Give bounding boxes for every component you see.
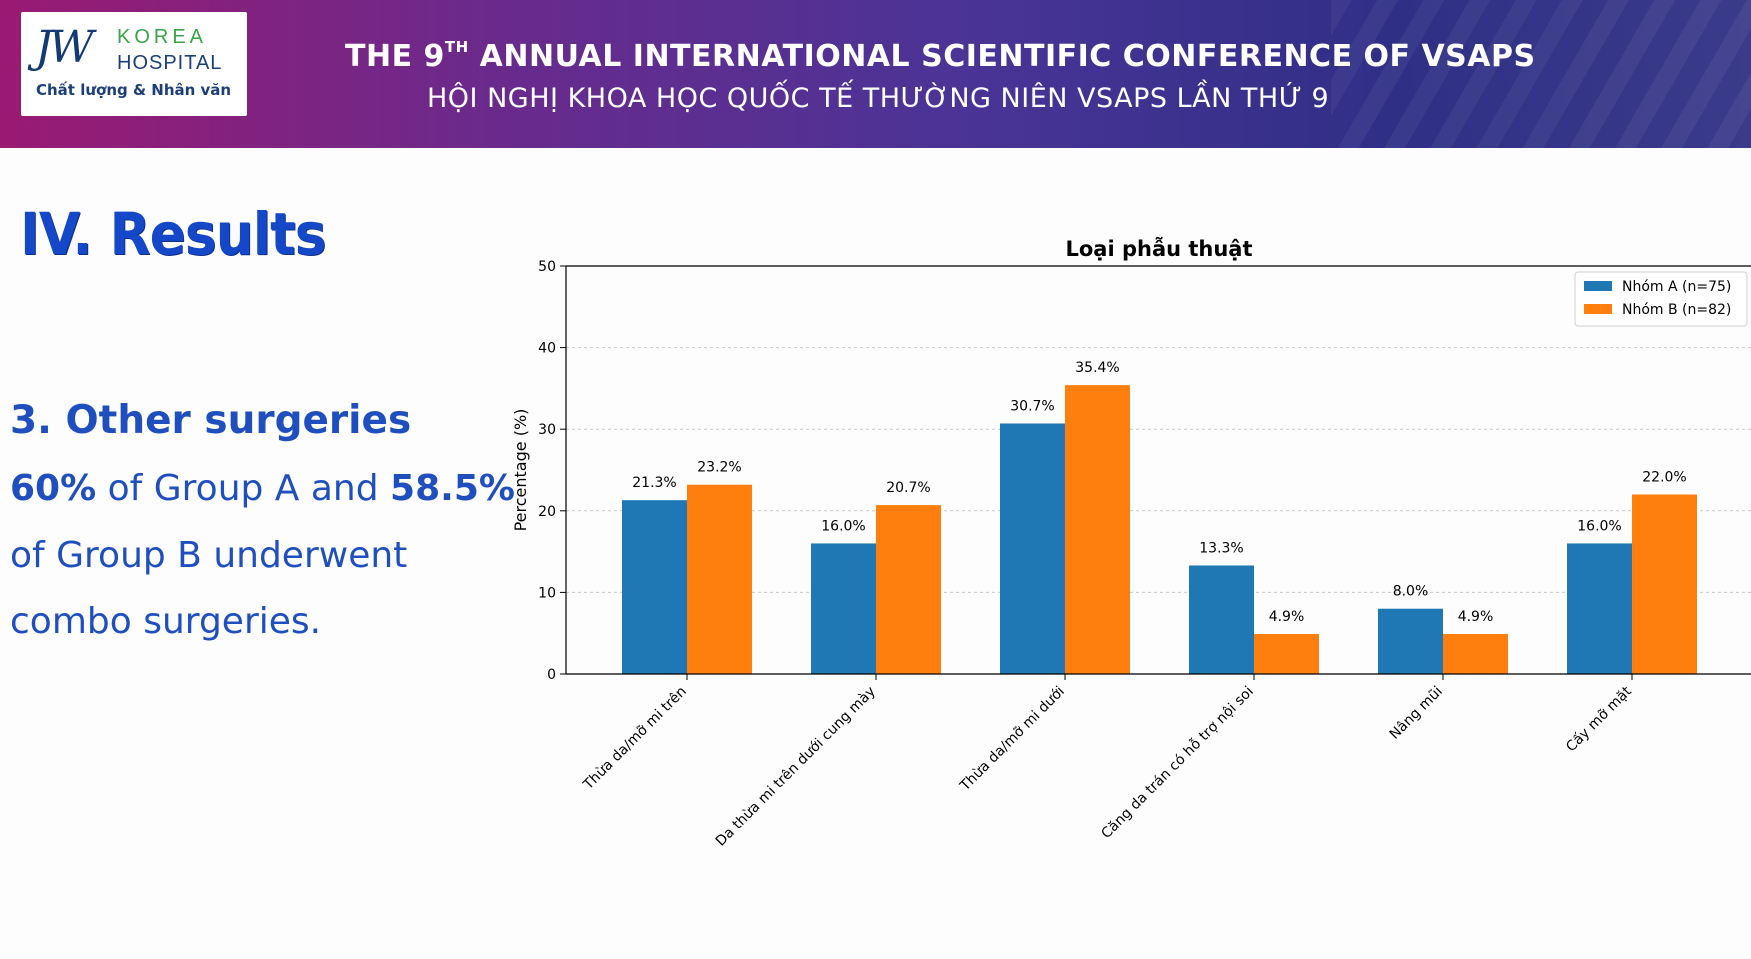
legend-label: Nhóm A (n=75) bbox=[1622, 279, 1731, 295]
bar bbox=[876, 505, 941, 674]
y-tick-label: 0 bbox=[547, 667, 556, 683]
y-tick-label: 30 bbox=[538, 422, 556, 438]
legend-swatch bbox=[1584, 304, 1612, 314]
x-tick-label: Da thừa mi trên dưới cung mày bbox=[713, 684, 879, 850]
surgery-type-bar-chart: 0 10 20 30 40 50 21.3% 23.2% Thừa da/mỡ mi trên 1… bbox=[511, 237, 1751, 850]
data-label: 21.3% bbox=[632, 475, 676, 491]
bar bbox=[1254, 634, 1319, 674]
logo-hospital-text: HOSPITAL bbox=[117, 52, 223, 74]
logo-mark: JW bbox=[35, 22, 94, 73]
summary-line-2: of Group B underwent bbox=[10, 535, 408, 576]
summary-line-1-mid: of Group A and bbox=[96, 468, 391, 509]
legend-box bbox=[1574, 271, 1748, 327]
data-label: 22.0% bbox=[1642, 469, 1686, 485]
y-tick-label: 40 bbox=[538, 341, 556, 357]
data-label: 35.4% bbox=[1075, 360, 1119, 376]
bar bbox=[687, 484, 752, 674]
y-tick-label: 50 bbox=[538, 259, 556, 275]
y-axis-label: Percentage (%) bbox=[511, 409, 530, 532]
bar bbox=[1000, 423, 1065, 674]
legend-label: Nhóm B (n=82) bbox=[1622, 302, 1731, 318]
x-tick-label: Cấy mỡ mặt bbox=[1563, 683, 1635, 755]
data-label: 4.9% bbox=[1269, 609, 1305, 625]
conference-title-en-sup: TH bbox=[444, 38, 469, 56]
summary-line-1: 60% of Group A and 58.5% bbox=[10, 468, 515, 509]
group-b-percent: 58.5% bbox=[390, 468, 515, 509]
conference-title-en-pre: THE 9 bbox=[345, 39, 445, 74]
group-a-percent: 60% bbox=[10, 468, 97, 509]
chart-title: Loại phẫu thuật bbox=[1065, 237, 1252, 261]
x-tick-label: Thừa da/mỡ mi dưới bbox=[957, 684, 1068, 795]
legend-swatch bbox=[1584, 281, 1612, 291]
data-label: 16.0% bbox=[821, 518, 865, 534]
conference-banner: JW KOREA HOSPITAL Chất lượng & Nhân văn … bbox=[0, 0, 1751, 148]
data-label: 16.0% bbox=[1577, 518, 1621, 534]
data-label: 8.0% bbox=[1393, 584, 1429, 600]
conference-title-vn: HỘI NGHỊ KHOA HỌC QUỐC TẾ THƯỜNG NIÊN VS… bbox=[427, 83, 1330, 114]
bar bbox=[1567, 543, 1632, 674]
summary-line-3: combo surgeries. bbox=[10, 601, 322, 642]
data-label: 13.3% bbox=[1199, 540, 1243, 556]
conference-title-en: THE 9TH ANNUAL INTERNATIONAL SCIENTIFIC … bbox=[345, 38, 1536, 74]
bar bbox=[811, 543, 876, 674]
logo-korea-text: KOREA bbox=[117, 26, 208, 48]
hospital-logo: JW KOREA HOSPITAL Chất lượng & Nhân văn bbox=[21, 12, 247, 116]
bar bbox=[622, 500, 687, 674]
data-label: 30.7% bbox=[1010, 398, 1054, 414]
x-tick-label: Thừa da/mỡ mi trên bbox=[580, 684, 690, 794]
section-title: IV. Results bbox=[20, 200, 327, 268]
x-tick-label: Căng da trán có hỗ trợ nội soi bbox=[1098, 683, 1257, 842]
bar bbox=[1443, 634, 1508, 674]
data-label: 20.7% bbox=[886, 480, 930, 496]
bar bbox=[1378, 608, 1443, 674]
y-tick-label: 20 bbox=[538, 504, 556, 520]
data-label: 4.9% bbox=[1458, 609, 1494, 625]
x-tick-label: Nâng mũi bbox=[1387, 684, 1446, 743]
logo-tagline: Chất lượng & Nhân văn bbox=[36, 81, 232, 99]
bar bbox=[1632, 494, 1697, 674]
data-label: 23.2% bbox=[697, 460, 741, 476]
subheading: 3. Other surgeries bbox=[10, 398, 412, 443]
y-tick-label: 10 bbox=[538, 585, 556, 601]
bar bbox=[1189, 565, 1254, 674]
conference-title-en-post: ANNUAL INTERNATIONAL SCIENTIFIC CONFEREN… bbox=[468, 39, 1536, 74]
bar bbox=[1065, 385, 1130, 674]
